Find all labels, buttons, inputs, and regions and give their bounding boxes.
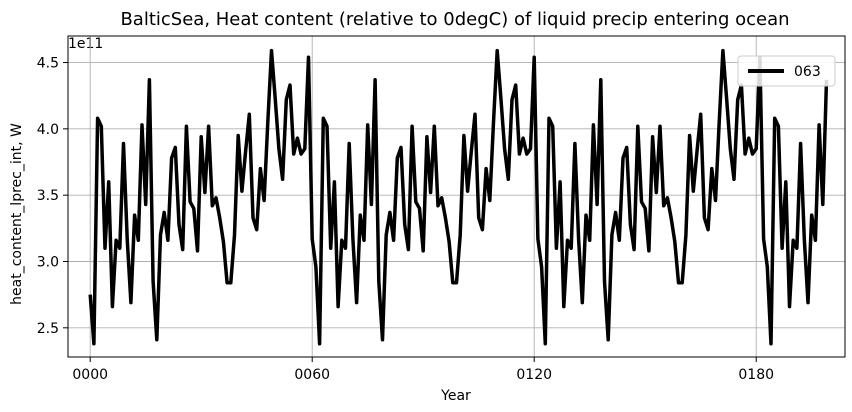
x-tick-label: 0060	[294, 367, 330, 383]
y-tick-label: 2.5	[37, 321, 59, 337]
y-offset-label: 1e11	[68, 36, 103, 52]
y-tick-label: 4.0	[37, 122, 59, 138]
y-tick-label: 4.5	[37, 56, 59, 72]
legend: 063	[737, 55, 836, 87]
plot-frame	[67, 35, 846, 358]
plot-series	[88, 48, 829, 346]
x-axis-label: Year	[440, 388, 471, 404]
chart-title: BalticSea, Heat content (relative to 0de…	[120, 9, 789, 30]
series-line-063	[88, 48, 829, 346]
y-tick-label: 3.5	[37, 188, 59, 204]
legend-label-063: 063	[794, 64, 821, 80]
x-tick-label: 0180	[738, 367, 774, 383]
x-tick-label: 0120	[516, 367, 552, 383]
x-tick-label: 0000	[72, 367, 108, 383]
y-tick-label: 3.0	[37, 254, 59, 270]
axis-ticks: 0000 0060 0120 0180 2.5 3.0 3.5 4.0 4.5	[37, 56, 774, 383]
legend-box	[737, 55, 836, 87]
y-axis-label: heat_content_lprec_int, W	[9, 123, 25, 305]
